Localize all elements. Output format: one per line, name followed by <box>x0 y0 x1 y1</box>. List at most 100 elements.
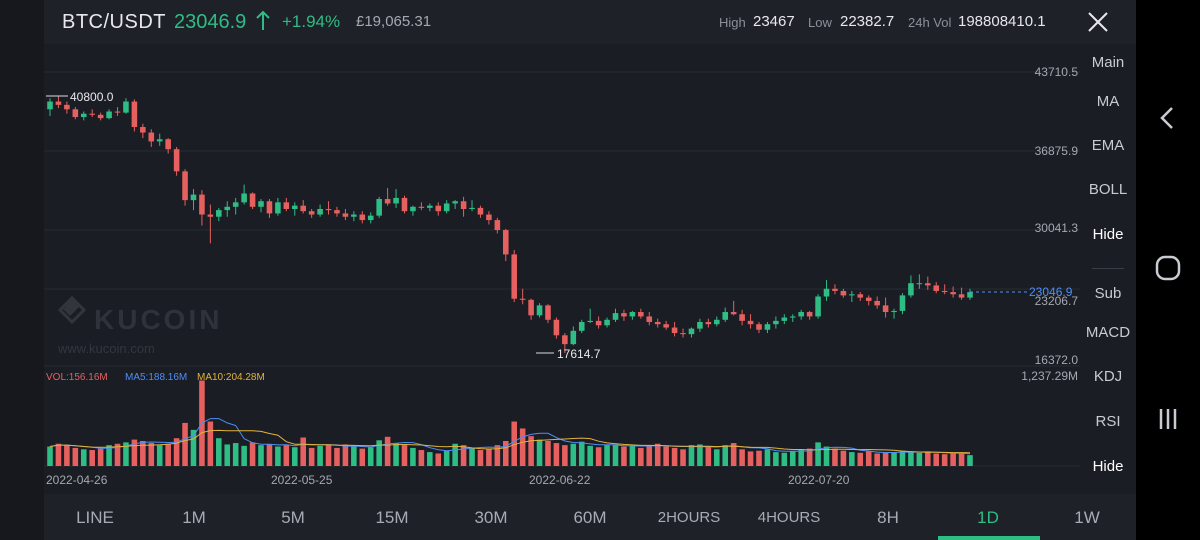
volume-bar <box>502 440 509 466</box>
menu-boll[interactable]: BOLL <box>1088 181 1128 198</box>
candle-body <box>663 324 669 328</box>
tf-4hours[interactable]: 4HOURS <box>757 509 821 526</box>
candle-body <box>908 283 914 296</box>
volume-bar <box>165 443 171 466</box>
candle-body <box>477 207 484 215</box>
menu-hide-main[interactable]: Hide <box>1092 226 1124 243</box>
volume-bar <box>604 445 610 466</box>
volume-bar <box>182 422 188 466</box>
close-icon[interactable] <box>1084 8 1112 36</box>
volume-bar <box>427 452 433 466</box>
tf-1d[interactable]: 1D <box>977 508 999 527</box>
tf-2hours[interactable]: 2HOURS <box>657 509 721 526</box>
ma10-label: MA10:204.28M <box>197 372 265 383</box>
candle-body <box>156 139 163 142</box>
fiat-price: £19,065.31 <box>356 13 432 30</box>
pair-title[interactable]: BTC/USDT <box>62 11 166 33</box>
candle-body <box>629 312 636 317</box>
candle-body <box>857 294 864 298</box>
chart-area[interactable]: KUCOIN www.kucoin.com 40800.0 17614.7 23… <box>44 44 1080 494</box>
candle-body <box>553 319 560 336</box>
candle-body <box>587 320 593 322</box>
tf-15m[interactable]: 15M <box>375 508 409 527</box>
active-timeframe-indicator <box>938 536 1040 540</box>
candle-body <box>216 210 222 217</box>
volume-bar <box>156 445 163 466</box>
candle-body <box>891 310 897 313</box>
candle-body <box>646 316 653 322</box>
menu-macd[interactable]: MACD <box>1085 324 1131 341</box>
candle-body <box>123 101 129 113</box>
candle-body <box>359 214 366 221</box>
candlestick-chart[interactable]: KUCOIN www.kucoin.com 40800.0 17614.7 23… <box>44 44 1080 494</box>
candle-body <box>958 294 965 298</box>
volume-bar <box>342 444 349 466</box>
volume-bar <box>629 445 636 466</box>
volume-bar <box>815 442 821 466</box>
candle-body <box>536 305 543 316</box>
candle-body <box>595 320 602 326</box>
candle-body <box>722 312 729 320</box>
candle-body <box>148 132 155 142</box>
menu-hide-sub[interactable]: Hide <box>1092 458 1124 475</box>
volume-bar <box>367 447 374 466</box>
tf-1w[interactable]: 1W <box>1074 508 1100 527</box>
candle-body <box>697 321 703 329</box>
arrow-up-icon <box>256 10 270 30</box>
menu-kdj[interactable]: KDJ <box>1093 368 1123 385</box>
candle-body <box>308 211 315 215</box>
tf-line[interactable]: LINE <box>76 508 114 527</box>
candle-body <box>840 290 847 296</box>
candle-body <box>882 305 889 313</box>
candle-body <box>773 320 779 325</box>
menu-sub[interactable]: Sub <box>1094 285 1122 302</box>
candle-body <box>705 321 712 325</box>
volume-bar <box>64 445 70 466</box>
candle-body <box>114 111 121 113</box>
tf-30m[interactable]: 30M <box>474 508 508 527</box>
candle-body <box>291 205 298 209</box>
candle-body <box>764 324 771 330</box>
candle-body <box>815 296 821 317</box>
recents-icon[interactable] <box>1152 399 1184 439</box>
volume-bar <box>47 446 53 466</box>
volume-bar <box>941 454 948 466</box>
candle-body <box>638 312 644 317</box>
candle-body <box>182 171 188 201</box>
volume-bar <box>781 452 788 466</box>
volume-bar <box>207 421 214 466</box>
menu-ma[interactable]: MA <box>1096 93 1120 110</box>
candle-body <box>849 294 855 296</box>
home-circle-icon[interactable] <box>1152 248 1184 288</box>
tf-1m[interactable]: 1M <box>182 508 206 527</box>
volume-bar <box>671 447 678 466</box>
candle-body <box>612 313 619 320</box>
tf-60m[interactable]: 60M <box>573 508 607 527</box>
candle-body <box>654 321 661 325</box>
menu-rsi[interactable]: RSI <box>1095 413 1121 430</box>
tf-5m[interactable]: 5M <box>281 508 305 527</box>
volume-bar <box>325 445 332 466</box>
menu-main[interactable]: Main <box>1091 54 1125 71</box>
volume-bar <box>612 444 619 466</box>
volume-bar <box>849 452 855 466</box>
volume-bar <box>950 452 956 466</box>
candle-body <box>823 288 830 297</box>
candle-body <box>806 312 813 317</box>
vol-max-label: 1,237.29M <box>1021 369 1078 383</box>
y-tick: 43710.5 <box>1035 65 1079 79</box>
tf-8h[interactable]: 8H <box>877 508 899 527</box>
volume-bar <box>654 443 661 466</box>
x-tick: 2022-07-20 <box>788 473 850 487</box>
back-chevron-icon[interactable] <box>1152 98 1184 138</box>
candle-body <box>351 214 357 217</box>
menu-ema[interactable]: EMA <box>1091 137 1125 154</box>
candle-body <box>258 201 264 207</box>
candle-body <box>232 202 239 207</box>
kucoin-logo-icon <box>57 295 87 325</box>
volume-bar <box>747 451 754 466</box>
candle-body <box>621 313 627 317</box>
volume-bar <box>477 450 484 466</box>
candle-body <box>925 283 931 286</box>
candle-body <box>342 213 349 217</box>
